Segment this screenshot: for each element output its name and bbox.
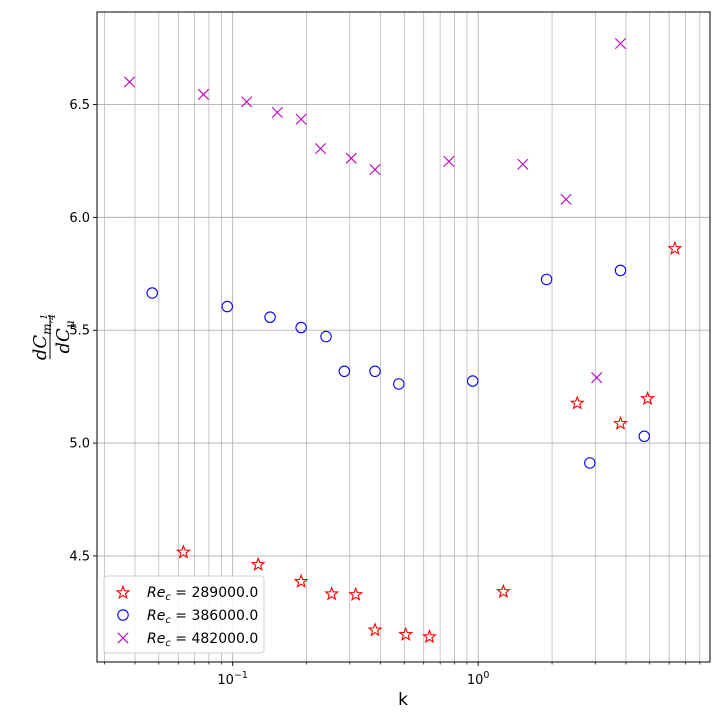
y-tick-label: 5.0 [69, 437, 90, 452]
data-point-circle [320, 330, 332, 343]
data-point-star [398, 626, 414, 641]
legend-label: Rec = 386000.0 [147, 608, 258, 626]
data-point-star [367, 622, 383, 637]
grid [97, 12, 710, 662]
data-point-star [175, 544, 191, 559]
data-point-x [197, 88, 210, 100]
legend-marker-circle [117, 609, 129, 621]
legend-label: Rec = 482000.0 [147, 631, 258, 649]
legend: Rec = 289000.0 Rec = 386000.0 Rec = 482000… [103, 575, 265, 654]
y-tick-label: 6.5 [69, 98, 90, 113]
data-points [123, 38, 683, 644]
data-point-circle [614, 264, 627, 277]
x-tick-label: 100 [467, 670, 490, 688]
series-1 [175, 240, 683, 644]
data-point-star [324, 586, 340, 601]
plot-frame [96, 11, 711, 663]
data-point-x [345, 152, 357, 164]
legend-marker-x [117, 632, 129, 644]
data-point-x [241, 96, 253, 108]
data-point-star [348, 586, 364, 602]
data-point-x [369, 163, 381, 176]
data-point-star [421, 628, 437, 644]
y-tick-label: 5.5 [69, 324, 90, 339]
data-point-x [591, 372, 603, 384]
data-point-circle [295, 321, 307, 334]
data-point-star [293, 573, 309, 588]
data-point-x [271, 106, 283, 119]
data-point-circle [584, 457, 596, 469]
x-tick-label: 10−1 [217, 670, 248, 688]
data-point-x [614, 38, 627, 50]
y-tick-label: 6.0 [69, 211, 90, 226]
data-point-circle [638, 430, 651, 443]
data-point-x [517, 158, 529, 170]
series-3 [123, 38, 627, 384]
data-point-circle [393, 378, 405, 390]
data-point-circle [466, 375, 479, 387]
data-point-star [495, 583, 511, 599]
data-point-circle [369, 365, 381, 378]
x-axis-label: k [398, 690, 408, 710]
data-point-circle [221, 300, 233, 313]
data-point-star [569, 395, 585, 410]
data-point-x [295, 113, 307, 125]
axis-ticks: 4.5 5.0 5.5 6.0 6.5 10−1 100 [69, 98, 701, 688]
legend-label: Rec = 289000.0 [147, 585, 258, 603]
y-axis-label: dCm,14 dCμ [30, 314, 77, 360]
data-point-star [640, 390, 656, 406]
data-point-x [123, 76, 136, 88]
data-point-star [250, 556, 266, 571]
y-axis-label-denominator: dCμ [53, 320, 77, 353]
data-point-circle [146, 287, 158, 299]
data-point-x [314, 142, 327, 155]
data-point-x [443, 155, 455, 167]
series-2 [146, 264, 651, 469]
legend-entries: Rec = 289000.0 Rec = 386000.0 Rec = 482000… [115, 584, 258, 649]
data-point-circle [338, 365, 351, 378]
data-point-x [560, 193, 572, 205]
data-point-star [667, 240, 683, 256]
legend-box [103, 575, 265, 654]
data-point-circle [264, 311, 276, 323]
data-point-circle [540, 273, 553, 286]
legend-marker-star [115, 584, 131, 600]
data-point-star [612, 415, 628, 430]
y-tick-label: 4.5 [69, 549, 90, 564]
